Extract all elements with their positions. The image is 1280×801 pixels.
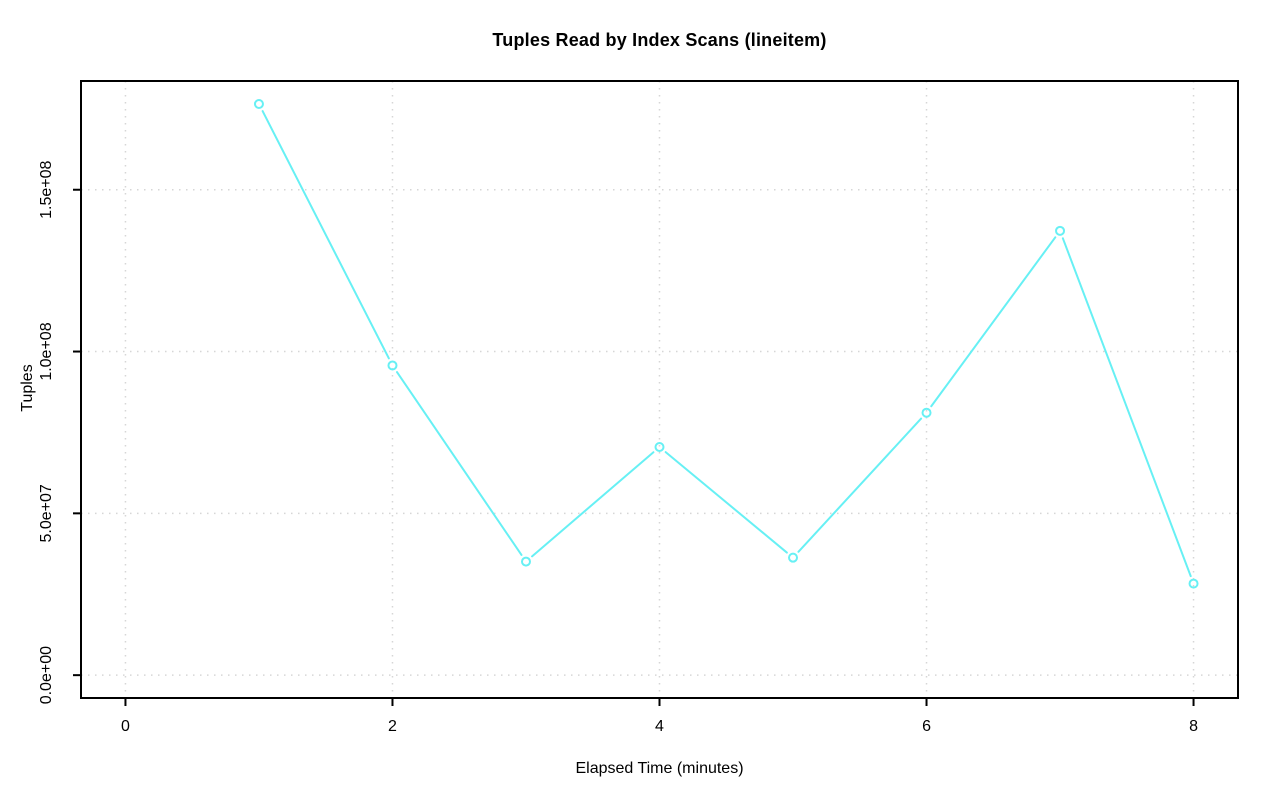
data-line-segment xyxy=(531,451,655,558)
data-point-marker xyxy=(387,360,398,371)
data-line-segment xyxy=(261,110,390,360)
y-tick-label: 1.0e+08 xyxy=(38,322,55,380)
y-tick-label: 0.0e+00 xyxy=(38,646,55,704)
y-tick-label: 5.0e+07 xyxy=(38,484,55,542)
data-point-marker xyxy=(520,556,531,567)
data-point-marker xyxy=(1188,578,1199,589)
y-axis-title: Tuples xyxy=(19,364,36,412)
data-line-segment xyxy=(1061,237,1192,578)
x-tick-label: 8 xyxy=(1189,718,1198,735)
x-tick-label: 0 xyxy=(121,718,130,735)
data-line-segment xyxy=(664,451,788,554)
x-axis-title: Elapsed Time (minutes) xyxy=(575,760,744,777)
chart-title: Tuples Read by Index Scans (lineitem) xyxy=(492,30,827,50)
data-point-marker xyxy=(788,552,799,563)
data-line-segment xyxy=(797,417,923,553)
data-point-marker xyxy=(253,98,264,109)
x-tick-label: 4 xyxy=(655,718,664,735)
data-line-segment xyxy=(395,371,523,556)
x-tick-label: 6 xyxy=(922,718,931,735)
x-tick-label: 2 xyxy=(388,718,397,735)
data-line-segment xyxy=(930,236,1057,408)
y-tick-label: 1.5e+08 xyxy=(38,160,55,218)
data-point-marker xyxy=(1055,225,1066,236)
data-point-marker xyxy=(921,407,932,418)
data-point-marker xyxy=(654,442,665,453)
